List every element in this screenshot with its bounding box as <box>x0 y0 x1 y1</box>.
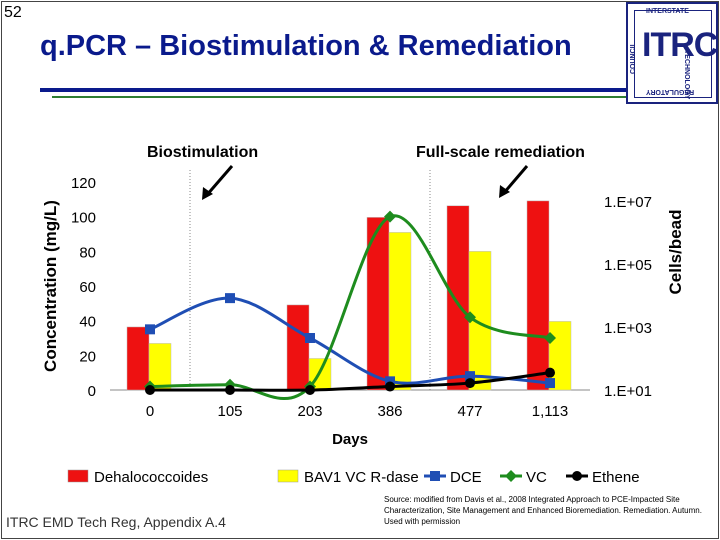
marker-dce <box>465 371 475 382</box>
y-tick-label: 40 <box>79 314 96 331</box>
arrow-biostimulation <box>204 165 234 197</box>
series-line-ethene <box>150 371 551 392</box>
legend-ethene-marker <box>572 471 582 481</box>
legend-ethene-label: Ethene <box>592 469 640 486</box>
legend-dce-marker <box>430 471 440 481</box>
marker-dce <box>305 333 315 343</box>
marker-dce <box>225 293 235 304</box>
y2-axis-label: Cells/bead <box>666 209 685 294</box>
arrowhead-full-scale <box>499 185 510 198</box>
marker-ethene <box>545 367 555 378</box>
legend-dce-label: DCE <box>450 469 482 486</box>
bar-bav1-vc-r-dase <box>388 232 412 391</box>
x-axis-label: Days <box>332 431 368 448</box>
x-tick-label: 0 <box>146 403 154 420</box>
annotation-full-scale: Full-scale remediation <box>416 144 585 161</box>
y-tick-label: 60 <box>79 279 96 296</box>
x-tick-label: 477 <box>457 403 482 420</box>
y-tick-label: 80 <box>79 244 96 261</box>
marker-dce <box>545 378 555 389</box>
marker-ethene <box>305 385 315 395</box>
bar-dehalococcoides <box>126 326 150 391</box>
bar-dehalococcoides <box>526 200 550 391</box>
x-tick-label: 203 <box>297 403 322 420</box>
y-tick-label: 0 <box>88 383 96 400</box>
marker-ethene <box>225 385 235 395</box>
bar-dehalococcoides <box>446 205 470 391</box>
y2-tick-label: 1.E+03 <box>604 320 652 337</box>
marker-dce <box>145 324 155 335</box>
logo-text-top: INTERSTATE <box>646 8 689 15</box>
marker-dce <box>385 376 395 387</box>
title-rule-blue <box>40 88 640 92</box>
slide-number: 52 <box>4 4 22 21</box>
y2-tick-label: 1.E+05 <box>604 257 652 274</box>
legend-bav1-vc-r-dase-label: BAV1 VC R-dase <box>304 469 419 486</box>
legend-vc-label: VC <box>526 469 547 486</box>
logo-text-main: ITRC <box>642 26 718 64</box>
itrc-logo: INTERSTATE ITRC TECHNOLOGY REGULATORY CO… <box>626 2 718 104</box>
source-citation: Source: modified from Davis et al., 2008… <box>384 495 702 526</box>
legend-vc-marker <box>505 470 517 482</box>
y2-tick-label: 1.E+01 <box>604 383 652 400</box>
plot-area <box>110 182 590 390</box>
legend-dehalococcoides-swatch <box>67 469 89 483</box>
footer-reference: ITRC EMD Tech Reg, Appendix A.4 <box>6 514 226 530</box>
marker-vc <box>384 210 396 223</box>
annotation-biostimulation: Biostimulation <box>147 144 258 161</box>
marker-vc <box>464 311 476 324</box>
marker-vc <box>544 332 556 344</box>
title-rule-green <box>52 96 640 98</box>
y-tick-label: 120 <box>71 175 96 192</box>
y-tick-label: 100 <box>71 210 96 227</box>
arrow-full-scale <box>501 165 529 195</box>
y-axis-label: Concentration (mg/L) <box>41 200 60 372</box>
y-tick-label: 20 <box>79 348 96 365</box>
logo-border <box>634 10 712 98</box>
arrowhead-biostimulation <box>202 187 213 200</box>
x-tick-label: 105 <box>217 403 242 420</box>
legend-dehalococcoides-label: Dehalococcoides <box>94 469 208 486</box>
x-tick-label: 1,113 <box>532 403 568 420</box>
bar-dehalococcoides <box>286 304 310 391</box>
marker-ethene <box>385 381 395 392</box>
x-tick-label: 386 <box>377 403 402 420</box>
y2-tick-label: 1.E+07 <box>604 194 652 211</box>
page-title: q.PCR – Biostimulation & Remediation <box>40 30 572 62</box>
marker-ethene <box>465 378 475 389</box>
legend-bav1-vc-r-dase-swatch <box>277 469 299 483</box>
marker-ethene <box>145 385 155 395</box>
